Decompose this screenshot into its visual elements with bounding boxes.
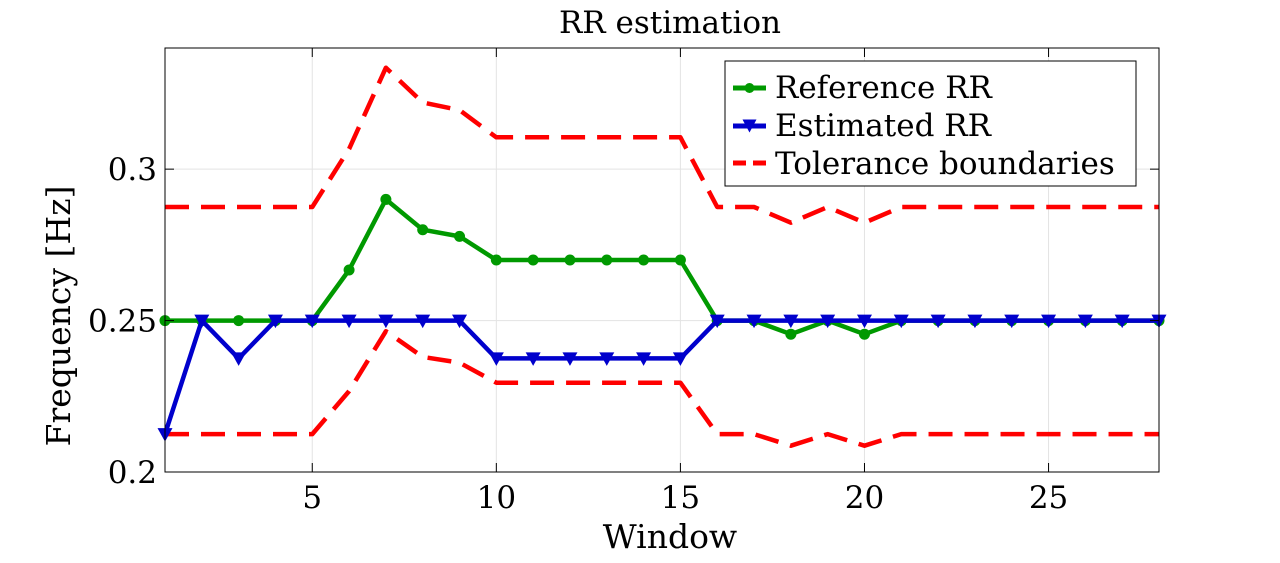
data-point-estimated-rr [415, 314, 431, 329]
data-point-estimated-rr [488, 352, 504, 366]
legend-entry-reference-rr: Reference RR [733, 70, 994, 106]
series-line-estimated-rr [162, 318, 1159, 435]
x-tick-label: 15 [661, 480, 700, 516]
data-point-reference-rr [527, 254, 539, 266]
data-point-reference-rr [417, 224, 429, 236]
data-point-estimated-rr [746, 314, 762, 329]
data-point-estimated-rr [525, 352, 541, 366]
data-point-reference-rr [785, 328, 797, 340]
legend-entry-estimated-rr: Estimated RR [733, 108, 993, 144]
data-point-estimated-rr [231, 352, 247, 366]
data-point-reference-rr [601, 254, 613, 266]
chart-title: RR estimation [559, 5, 781, 41]
data-point-estimated-rr [893, 314, 909, 329]
data-point-estimated-rr [267, 314, 283, 329]
data-point-estimated-rr [930, 314, 946, 329]
data-point-estimated-rr [599, 352, 615, 366]
legend: Reference RR Estimated RR Tolerance boun… [724, 60, 1137, 187]
data-point-reference-rr [674, 254, 686, 266]
data-point-reference-rr [454, 230, 466, 242]
data-point-estimated-rr [709, 314, 725, 329]
y-axis-label: Frequency [Hz] [39, 186, 78, 447]
x-tick-label: 25 [1029, 480, 1068, 516]
legend-entry-tolerance-boundaries: Tolerance boundaries [733, 146, 1115, 182]
tick-layer: 5 10 15 20 25 0.2 0.25 0.3 [88, 48, 1159, 516]
x-tick-label: 5 [302, 480, 322, 516]
data-point-estimated-rr [1041, 314, 1057, 329]
data-point-reference-rr [343, 264, 355, 276]
data-point-estimated-rr [856, 314, 872, 329]
data-point-reference-rr [638, 254, 650, 266]
y-tick-label: 0.2 [108, 455, 157, 491]
data-point-estimated-rr [967, 314, 983, 329]
series-line-tolerance-boundaries [165, 65, 1159, 225]
x-tick-label: 10 [477, 480, 516, 516]
data-point-reference-rr [564, 254, 576, 266]
data-point-estimated-rr [194, 314, 210, 329]
data-point-reference-rr [490, 254, 502, 266]
series-line-tolerance-boundaries-lower [165, 328, 1159, 448]
data-point-estimated-rr [452, 314, 468, 329]
legend-marker-reference-rr [744, 83, 755, 93]
plot-area-frame [164, 47, 1160, 473]
y-tick-label: 0.3 [108, 152, 157, 188]
x-tick-label: 20 [845, 480, 884, 516]
data-point-reference-rr [233, 315, 245, 327]
x-axis-label: Window [603, 517, 737, 556]
legend-label-estimated-rr: Estimated RR [775, 108, 993, 144]
data-point-estimated-rr [1114, 314, 1130, 329]
data-point-estimated-rr [341, 314, 357, 329]
data-point-estimated-rr [672, 352, 688, 366]
legend-label-reference-rr: Reference RR [775, 70, 994, 106]
legend-box [724, 60, 1137, 187]
data-point-estimated-rr [783, 314, 799, 329]
series-layer [157, 65, 1167, 448]
data-point-estimated-rr [636, 352, 652, 366]
y-tick-label: 0.25 [88, 304, 157, 340]
data-point-estimated-rr [562, 352, 578, 366]
data-point-reference-rr [380, 193, 392, 205]
legend-label-tolerance-boundaries: Tolerance boundaries [775, 146, 1115, 182]
legend-marker-estimated-rr [742, 119, 757, 133]
data-point-estimated-rr [1004, 314, 1020, 329]
data-point-estimated-rr [820, 314, 836, 329]
data-point-reference-rr [858, 328, 870, 340]
data-point-estimated-rr [1077, 314, 1093, 329]
data-point-estimated-rr [304, 314, 320, 329]
data-point-estimated-rr [378, 314, 394, 329]
